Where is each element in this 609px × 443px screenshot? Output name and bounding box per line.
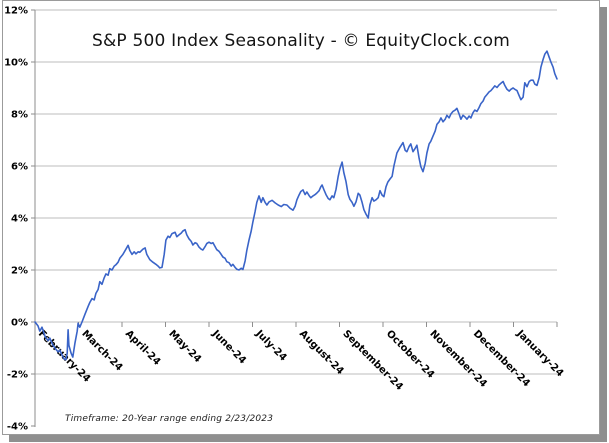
chart-image-frame: S&P 500 Index Seasonality - © EquityCloc… — [2, 0, 600, 435]
timeframe-caption: Timeframe: 20-Year range ending 2/23/202… — [65, 414, 274, 424]
x-axis-label: May-24 — [166, 328, 203, 365]
seasonality-series-line — [34, 50, 558, 361]
seasonality-line-chart: -4%-2%0%2%4%6%8%10%12%February-24March-2… — [4, 6, 565, 433]
y-axis-label: 12% — [4, 6, 28, 17]
y-axis-label: -2% — [7, 370, 28, 381]
y-axis-label: 6% — [11, 162, 28, 173]
x-axis-label: June-24 — [209, 328, 248, 367]
x-axis-label: March-24 — [79, 328, 124, 373]
y-axis-label: -4% — [7, 422, 28, 433]
x-axis-label: August-24 — [297, 328, 346, 377]
x-axis-label: July-24 — [253, 328, 289, 364]
y-axis-label: 10% — [4, 58, 28, 69]
y-axis-label: 0% — [11, 318, 28, 329]
y-axis-label: 8% — [11, 110, 28, 121]
y-axis-label: 2% — [11, 266, 28, 277]
y-axis-label: 4% — [11, 214, 28, 225]
x-axis-label: April-24 — [123, 328, 162, 367]
chart-title: S&P 500 Index Seasonality - © EquityCloc… — [91, 31, 511, 51]
